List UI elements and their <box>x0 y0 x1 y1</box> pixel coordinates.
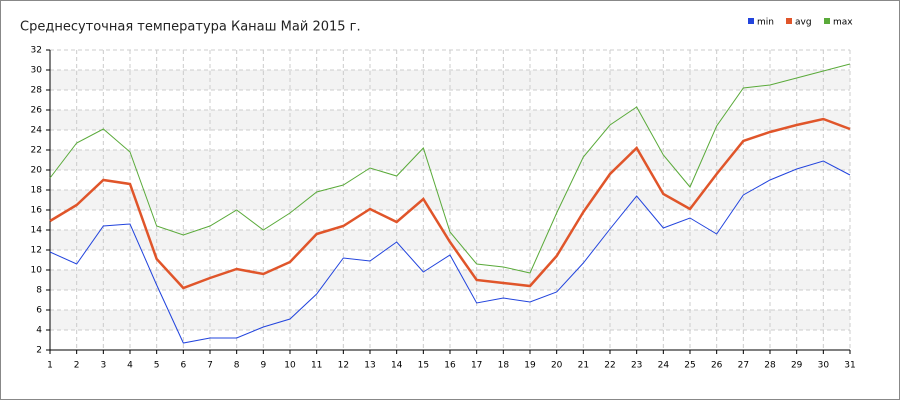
x-tick-label: 31 <box>844 361 855 371</box>
x-tick-label: 27 <box>738 361 749 371</box>
y-tick-label: 32 <box>31 46 42 56</box>
x-tick-label: 8 <box>234 361 240 371</box>
x-tick-label: 23 <box>631 361 642 371</box>
x-tick-label: 19 <box>524 361 536 371</box>
x-tick-label: 5 <box>154 361 160 371</box>
x-tick-label: 1 <box>47 361 53 371</box>
legend-swatch <box>786 18 792 24</box>
line-series <box>49 160 851 344</box>
x-tick-label: 26 <box>711 361 723 371</box>
y-tick-label: 12 <box>31 246 42 256</box>
x-tick-label: 24 <box>658 361 670 371</box>
x-tick-label: 18 <box>498 361 510 371</box>
y-tick-label: 24 <box>31 126 43 136</box>
x-tick-label: 14 <box>391 361 403 371</box>
x-tick-label: 7 <box>207 361 213 371</box>
y-tick-label: 30 <box>31 66 43 76</box>
x-tick-label: 29 <box>791 361 803 371</box>
y-tick-label: 18 <box>31 186 43 196</box>
line-series <box>49 63 851 274</box>
legend-swatch <box>824 18 830 24</box>
legend-label: avg <box>795 18 812 28</box>
x-tick-label: 28 <box>764 361 776 371</box>
grid-band <box>50 270 850 290</box>
y-tick-label: 26 <box>31 106 43 116</box>
y-tick-label: 2 <box>36 346 42 356</box>
x-tick-label: 11 <box>311 361 322 371</box>
y-tick-label: 28 <box>31 86 43 96</box>
y-tick-label: 4 <box>36 326 42 336</box>
line-series <box>49 117 851 290</box>
y-tick-label: 6 <box>36 306 42 316</box>
y-tick-label: 10 <box>31 266 43 276</box>
x-tick-label: 17 <box>471 361 482 371</box>
x-tick-label: 15 <box>418 361 429 371</box>
x-tick-label: 2 <box>74 361 80 371</box>
x-tick-label: 4 <box>127 361 133 371</box>
x-tick-label: 6 <box>180 361 186 371</box>
x-tick-label: 3 <box>100 361 106 371</box>
x-tick-label: 20 <box>551 361 563 371</box>
x-tick-label: 30 <box>818 361 830 371</box>
grid-band <box>50 150 850 170</box>
y-tick-label: 14 <box>31 226 43 236</box>
x-tick-label: 9 <box>260 361 266 371</box>
x-tick-label: 13 <box>364 361 375 371</box>
y-tick-label: 8 <box>36 286 42 296</box>
x-tick-label: 25 <box>684 361 695 371</box>
y-tick-label: 20 <box>31 166 43 176</box>
y-tick-label: 22 <box>31 146 42 156</box>
x-tick-label: 22 <box>604 361 615 371</box>
x-tick-label: 10 <box>284 361 296 371</box>
chart-title: Среднесуточная температура Канаш Май 201… <box>20 20 361 35</box>
legend-label: max <box>833 18 853 28</box>
x-tick-label: 16 <box>444 361 456 371</box>
y-tick-label: 16 <box>31 206 43 216</box>
x-tick-label: 12 <box>338 361 349 371</box>
legend-label: min <box>757 18 774 28</box>
x-tick-label: 21 <box>578 361 589 371</box>
legend-swatch <box>748 18 754 24</box>
